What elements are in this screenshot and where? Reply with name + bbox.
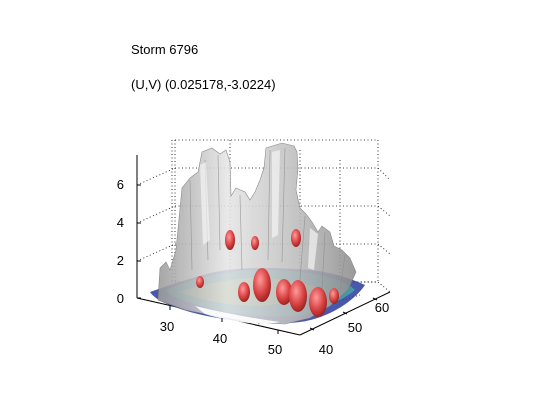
- surface-streak: [267, 149, 271, 261]
- grid-line: [136, 167, 176, 186]
- red-core: [276, 279, 292, 305]
- surface-streak: [339, 254, 346, 291]
- grid-line: [377, 167, 391, 181]
- surface-streak: [217, 154, 221, 251]
- red-core: [238, 282, 250, 302]
- surface-highlight: [308, 228, 318, 270]
- surface-highlight: [272, 150, 280, 238]
- x-axis-ticks: 30 40 50: [160, 319, 282, 357]
- red-core: [291, 229, 301, 247]
- z-tick-label: 4: [117, 215, 124, 230]
- x-tick-label: 40: [213, 331, 227, 346]
- red-core: [289, 280, 307, 312]
- surface-streak: [299, 215, 306, 281]
- grid-line: [136, 205, 176, 224]
- surface-streak: [321, 231, 326, 291]
- surface-outer-envelope: [157, 142, 357, 325]
- storm-surface: [150, 142, 365, 325]
- y-tick-label: 50: [348, 320, 362, 335]
- z-tick-label: 2: [117, 253, 124, 268]
- chart-title: Storm 6796: [131, 42, 199, 57]
- red-core: [329, 288, 339, 304]
- tick-mark: [372, 297, 378, 301]
- surface-streak: [239, 194, 243, 271]
- tick-marks: [137, 184, 378, 334]
- z-axis-ticks: 6 4 2 0: [117, 177, 124, 306]
- surface-streak: [281, 147, 286, 263]
- red-core: [309, 287, 327, 317]
- z-tick-label: 6: [117, 177, 124, 192]
- red-core: [251, 236, 259, 250]
- grid-line: [377, 205, 391, 217]
- surface-floor-gap: [195, 306, 280, 324]
- tick-mark: [309, 327, 315, 331]
- y-tick-label: 60: [375, 300, 389, 315]
- grid-line: [377, 281, 391, 293]
- x-tick-label: 30: [160, 319, 174, 334]
- surface-highlight: [200, 162, 210, 245]
- surface-highlights: [200, 150, 318, 270]
- red-core: [225, 230, 235, 250]
- y-tick-label: 40: [319, 342, 333, 357]
- red-core: [253, 268, 271, 302]
- grid-line: [377, 243, 391, 255]
- grid-line: [136, 243, 176, 262]
- surface-streak: [189, 179, 193, 271]
- tick-mark: [342, 311, 348, 315]
- red-core: [196, 276, 204, 288]
- y-axis-ticks: 40 50 60: [319, 300, 389, 357]
- z-tick-label: 0: [117, 291, 124, 306]
- surface-red-cores: [196, 229, 339, 317]
- x-tick-label: 50: [268, 342, 282, 357]
- chart-subtitle: (U,V) (0.025178,-3.0224): [131, 77, 276, 92]
